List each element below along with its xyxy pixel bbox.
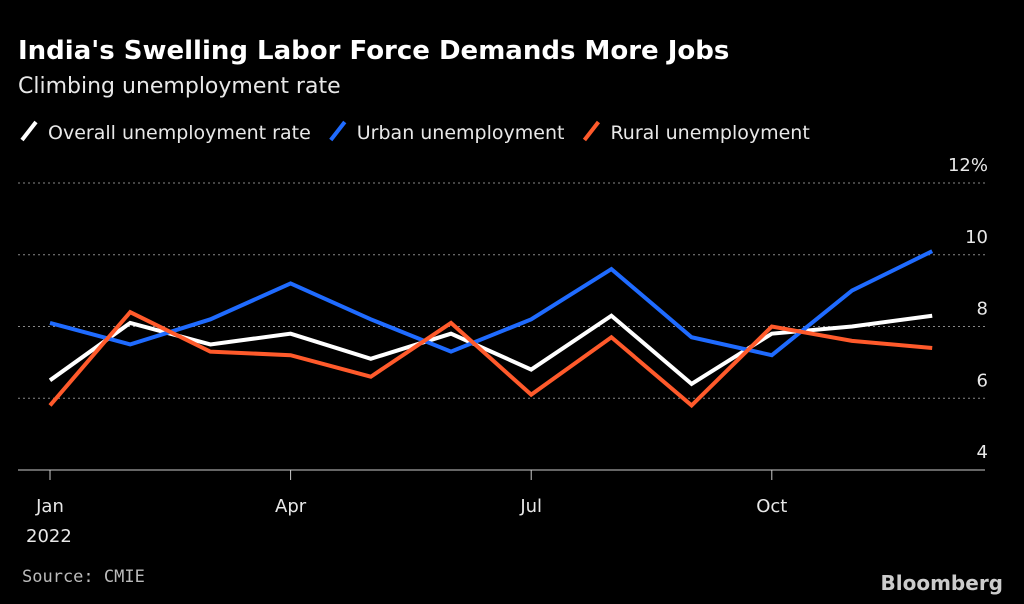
series-line [48,309,933,409]
source: Source: CMIE [22,567,145,587]
chart-title: India's Swelling Labor Force Demands Mor… [18,36,729,66]
y-tick-label: 12% [948,155,988,176]
x-tick-label: Oct [756,496,787,517]
legend-swatch [582,120,601,142]
x-tick-label: Jul [519,496,542,517]
series-line [49,249,934,358]
y-tick-label: 4 [977,442,988,463]
x-year-label: 2022 [26,526,72,547]
brand: Bloomberg [881,571,1003,595]
legend-label: Urban unemployment [357,122,565,144]
legend-swatch [329,120,347,142]
x-tick-label: Jan [35,496,64,517]
legend-label: Rural unemployment [610,122,809,144]
y-tick-label: 10 [965,227,988,248]
y-tick-label: 6 [977,370,988,391]
x-tick-label: Apr [275,496,307,517]
y-tick-label: 8 [977,299,988,320]
chart-subtitle: Climbing unemployment rate [18,74,341,99]
series-line [48,313,933,387]
legend-swatch [20,120,38,142]
legend-label: Overall unemployment rate [48,122,311,144]
